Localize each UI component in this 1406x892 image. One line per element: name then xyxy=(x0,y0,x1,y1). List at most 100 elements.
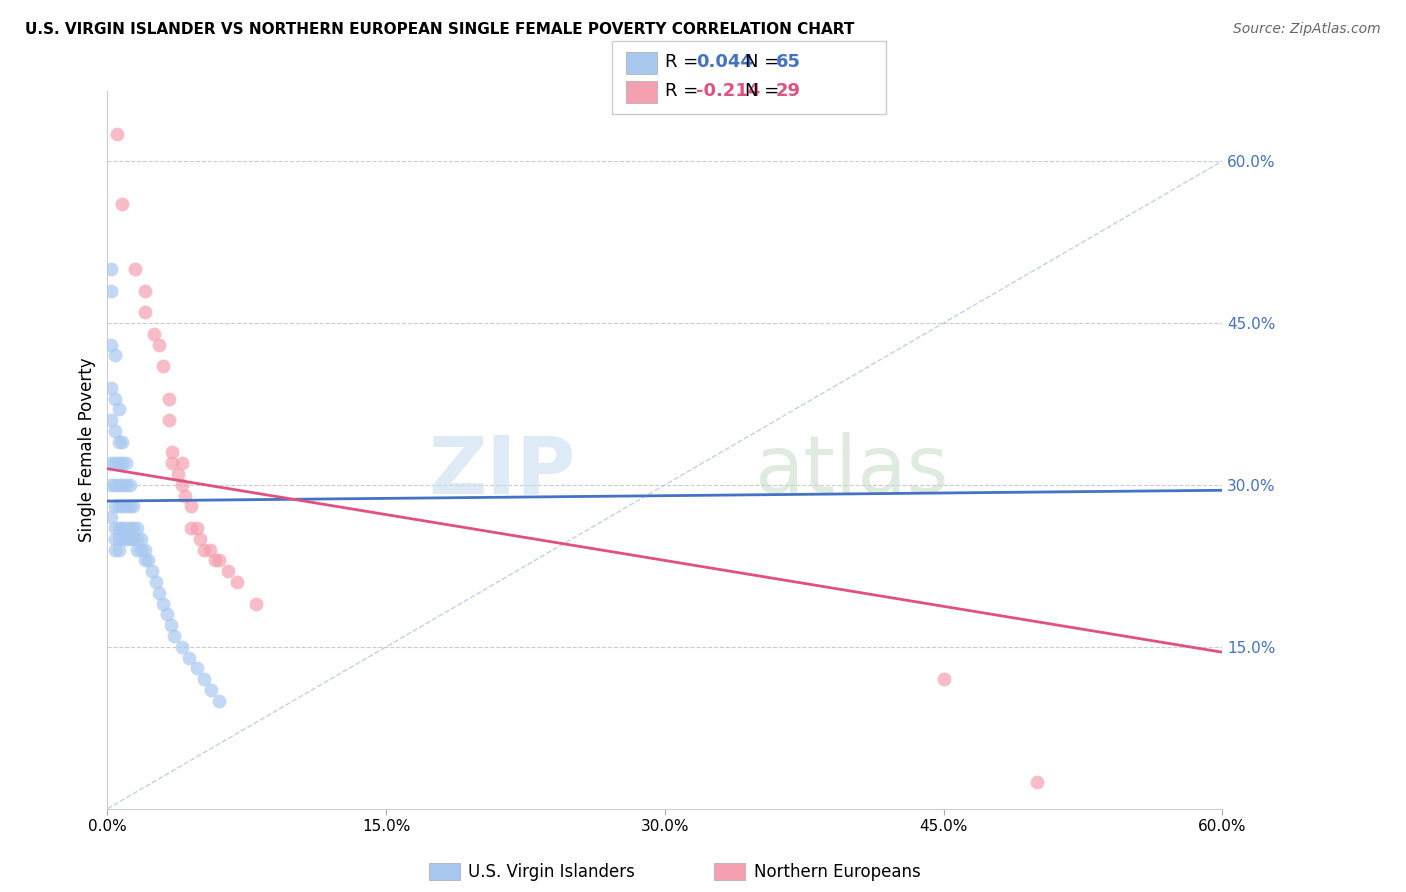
Point xyxy=(200,683,222,698)
Point xyxy=(111,434,134,449)
Point xyxy=(179,650,201,665)
Point xyxy=(932,672,955,686)
Point xyxy=(127,521,149,535)
Point xyxy=(170,478,193,492)
Point xyxy=(118,478,141,492)
Point xyxy=(104,348,127,362)
Point xyxy=(107,478,129,492)
Y-axis label: Single Female Poverty: Single Female Poverty xyxy=(79,358,96,542)
Text: U.S. VIRGIN ISLANDER VS NORTHERN EUROPEAN SINGLE FEMALE POVERTY CORRELATION CHAR: U.S. VIRGIN ISLANDER VS NORTHERN EUROPEA… xyxy=(25,22,855,37)
Point xyxy=(142,326,165,341)
Point xyxy=(167,467,190,481)
Text: N =: N = xyxy=(745,53,785,70)
Point xyxy=(152,359,174,373)
Point xyxy=(115,456,138,470)
Point xyxy=(159,618,181,632)
Point xyxy=(148,337,170,351)
Point xyxy=(104,521,127,535)
Point xyxy=(111,532,134,546)
Point xyxy=(157,392,180,406)
Point xyxy=(245,597,267,611)
Text: R =: R = xyxy=(665,53,704,70)
Point xyxy=(193,672,215,686)
Point xyxy=(208,553,231,567)
Text: atlas: atlas xyxy=(754,433,949,510)
Point xyxy=(100,478,122,492)
Point xyxy=(129,542,152,557)
Point xyxy=(136,553,159,567)
Point xyxy=(105,127,128,141)
Point xyxy=(170,640,193,654)
Point xyxy=(100,456,122,470)
Point xyxy=(104,424,127,438)
Point xyxy=(127,532,149,546)
Point xyxy=(122,521,145,535)
Point xyxy=(100,510,122,524)
Point xyxy=(204,553,226,567)
Text: 65: 65 xyxy=(776,53,801,70)
Point xyxy=(134,305,156,319)
Point xyxy=(115,532,138,546)
Point xyxy=(193,542,215,557)
Point xyxy=(157,413,180,427)
Text: -0.214: -0.214 xyxy=(696,82,761,100)
Point xyxy=(156,607,179,622)
Point xyxy=(107,521,129,535)
Point xyxy=(1025,774,1047,789)
Text: R =: R = xyxy=(665,82,704,100)
Point xyxy=(188,532,211,546)
Point xyxy=(162,456,184,470)
Point xyxy=(111,197,134,211)
Text: U.S. Virgin Islanders: U.S. Virgin Islanders xyxy=(468,863,636,881)
Point xyxy=(107,456,129,470)
Point xyxy=(129,532,152,546)
Point xyxy=(208,694,231,708)
Text: Northern Europeans: Northern Europeans xyxy=(754,863,921,881)
Point xyxy=(162,445,184,459)
Point xyxy=(124,262,146,277)
Point xyxy=(111,500,134,514)
Point xyxy=(170,456,193,470)
Text: 29: 29 xyxy=(776,82,801,100)
Point xyxy=(100,284,122,298)
Point xyxy=(107,402,129,417)
Point xyxy=(111,456,134,470)
Point xyxy=(198,542,221,557)
Point xyxy=(134,284,156,298)
Point xyxy=(111,521,134,535)
Point xyxy=(107,500,129,514)
Point xyxy=(115,478,138,492)
Point xyxy=(180,500,202,514)
Text: N =: N = xyxy=(745,82,785,100)
Point xyxy=(180,521,202,535)
Point xyxy=(127,542,149,557)
Point xyxy=(104,478,127,492)
Point xyxy=(100,262,122,277)
Point xyxy=(148,586,170,600)
Point xyxy=(107,542,129,557)
Point xyxy=(217,564,239,578)
Point xyxy=(100,337,122,351)
Point xyxy=(107,532,129,546)
Point xyxy=(111,478,134,492)
Point xyxy=(186,661,208,675)
Point xyxy=(174,489,197,503)
Point xyxy=(115,500,138,514)
Text: ZIP: ZIP xyxy=(429,433,575,510)
Point xyxy=(104,392,127,406)
Point xyxy=(122,532,145,546)
Point xyxy=(104,500,127,514)
Point xyxy=(134,542,156,557)
Point xyxy=(118,500,141,514)
Point xyxy=(100,381,122,395)
Point xyxy=(226,575,249,590)
Point xyxy=(100,413,122,427)
Point xyxy=(115,521,138,535)
Point xyxy=(104,532,127,546)
Point xyxy=(118,521,141,535)
Text: 0.044: 0.044 xyxy=(696,53,752,70)
Point xyxy=(122,500,145,514)
Point xyxy=(186,521,208,535)
Point xyxy=(145,575,167,590)
Point xyxy=(107,434,129,449)
